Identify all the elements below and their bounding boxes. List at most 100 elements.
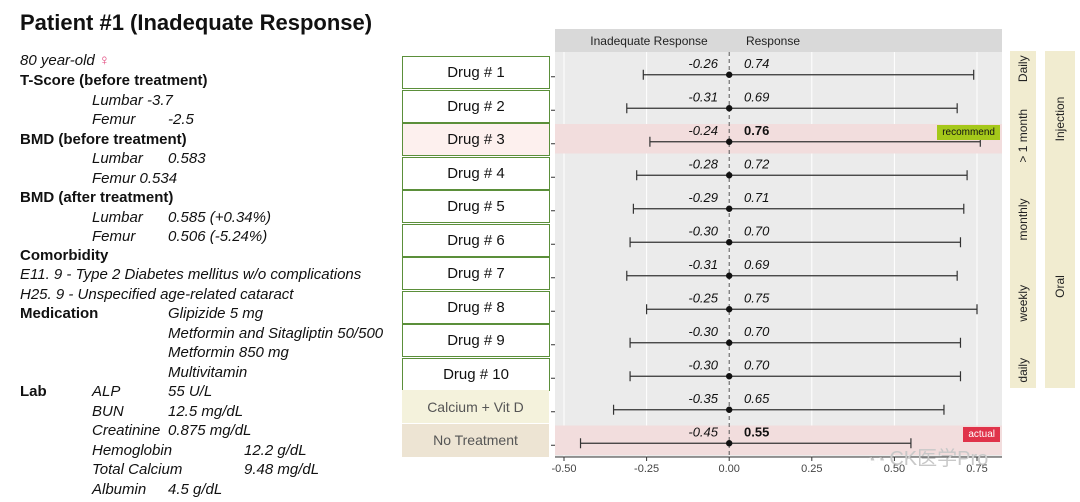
left-value: -0.29 bbox=[688, 190, 718, 205]
point-marker bbox=[726, 339, 733, 346]
drug-row-label: Drug # 6 bbox=[402, 223, 550, 257]
watermark: ◔◔ CK医学Pro bbox=[866, 442, 988, 471]
bmd-before-femur: Femur 0.534 bbox=[92, 170, 178, 187]
medication-item: Metformin and Sitagliptin 50/500 bbox=[168, 325, 384, 342]
point-marker bbox=[726, 373, 733, 380]
point-marker bbox=[726, 172, 733, 179]
frequency-strip-label: Daily bbox=[1016, 55, 1030, 82]
left-value: -0.30 bbox=[688, 324, 718, 339]
x-tick-label: 0.00 bbox=[718, 463, 739, 475]
route-strip bbox=[1045, 51, 1075, 187]
left-value: -0.30 bbox=[688, 223, 718, 238]
right-value: 0.74 bbox=[744, 56, 769, 71]
x-tick-label: 0.25 bbox=[801, 463, 822, 475]
recommend-badge: recommend bbox=[937, 125, 1000, 140]
route-strip bbox=[1045, 185, 1075, 388]
bmd-before-lumbar-value: 0.583 bbox=[168, 150, 206, 167]
right-value: 0.76 bbox=[744, 123, 769, 138]
frequency-strip-label: daily bbox=[1016, 358, 1030, 383]
drug-row-label: No Treatment bbox=[402, 423, 549, 457]
lab-value: 9.48 mg/dL bbox=[244, 461, 320, 478]
point-marker bbox=[726, 205, 733, 212]
left-value: -0.30 bbox=[688, 357, 718, 372]
drug-row-label: Drug # 5 bbox=[402, 190, 550, 223]
frequency-strip bbox=[1010, 352, 1036, 388]
drug-row-label: Drug # 8 bbox=[402, 290, 550, 324]
x-tick-label: -0.50 bbox=[551, 463, 576, 475]
right-value: 0.70 bbox=[744, 223, 770, 238]
comorbidity-item: E11. 9 - Type 2 Diabetes mellitus w/o co… bbox=[20, 266, 362, 283]
drug-row-label: Drug # 2 bbox=[402, 89, 550, 123]
left-value: -0.35 bbox=[688, 391, 718, 406]
plot-panel bbox=[555, 52, 1002, 457]
drug-row-label: Drug # 10 bbox=[402, 357, 550, 391]
right-value: 0.70 bbox=[744, 357, 770, 372]
right-value: 0.72 bbox=[744, 156, 770, 171]
wechat-icon: ◔◔ bbox=[866, 452, 886, 469]
route-strip-label: Injection bbox=[1053, 97, 1067, 142]
lab-value: 12.5 mg/dL bbox=[168, 403, 244, 420]
medication-header: Medication bbox=[20, 305, 99, 322]
lab-label: ALP bbox=[92, 383, 121, 400]
medication-item: Multivitamin bbox=[168, 364, 248, 381]
drug-row-label: Drug # 9 bbox=[402, 324, 550, 357]
age-text: 80 year-old bbox=[20, 52, 95, 69]
left-value: -0.31 bbox=[688, 89, 718, 104]
frequency-strip-label: > 1 month bbox=[1016, 109, 1030, 163]
left-value: -0.26 bbox=[688, 56, 718, 71]
header-left-label: Inadequate Response bbox=[590, 34, 708, 48]
drug-row-label: Drug # 4 bbox=[402, 156, 550, 190]
bmd-after-lumbar-label: Lumbar bbox=[92, 209, 143, 226]
point-marker bbox=[726, 239, 733, 246]
row-highlight bbox=[555, 425, 1002, 455]
lab-label: Hemoglobin bbox=[92, 442, 173, 459]
left-value: -0.45 bbox=[688, 424, 718, 439]
page-title: Patient #1 (Inadequate Response) bbox=[20, 10, 373, 35]
drug-row-label: Drug # 7 bbox=[402, 257, 550, 290]
right-value: 0.71 bbox=[744, 190, 769, 205]
right-value: 0.69 bbox=[744, 257, 769, 272]
right-value: 0.55 bbox=[744, 424, 769, 439]
lab-label: BUN bbox=[92, 403, 124, 420]
tscore-femur-label: Femur bbox=[92, 111, 136, 128]
x-tick-label: 0.50 bbox=[884, 463, 905, 475]
comorbidity-header: Comorbidity bbox=[20, 247, 109, 264]
bmd-after-femur-label: Femur bbox=[92, 228, 136, 245]
left-value: -0.24 bbox=[688, 123, 718, 138]
tscore-lumbar: Lumbar -3.7 bbox=[92, 92, 173, 109]
lab-label: Total Calcium bbox=[92, 461, 183, 478]
point-marker bbox=[726, 306, 733, 313]
tscore-femur-value: -2.5 bbox=[168, 111, 194, 128]
route-strip-label: Oral bbox=[1053, 275, 1067, 298]
bmd-after-header: BMD (after treatment) bbox=[20, 189, 174, 206]
actual-badge: actual bbox=[963, 426, 1000, 442]
x-tick-label: 0.75 bbox=[966, 463, 987, 475]
medication-item: Glipizide 5 mg bbox=[168, 305, 264, 322]
tscore-header: T-Score (before treatment) bbox=[20, 72, 208, 89]
watermark-text: CK医学Pro bbox=[889, 448, 989, 470]
drug-row-label: Drug # 3 bbox=[402, 123, 550, 156]
frequency-strip-label: monthly bbox=[1016, 198, 1030, 240]
plot-header-strip bbox=[555, 29, 1002, 52]
right-value: 0.75 bbox=[744, 290, 770, 305]
point-marker bbox=[726, 440, 733, 447]
right-value: 0.70 bbox=[744, 324, 770, 339]
lab-value: 0.875 mg/dL bbox=[168, 422, 252, 439]
point-marker bbox=[726, 105, 733, 112]
frequency-strip-label: weekly bbox=[1016, 285, 1030, 323]
point-marker bbox=[726, 138, 733, 145]
frequency-strip bbox=[1010, 84, 1036, 187]
drug-row-label: Calcium + Vit D bbox=[402, 390, 549, 423]
header-right-label: Response bbox=[746, 34, 800, 48]
bmd-after-femur-value: 0.506 (-5.24%) bbox=[168, 228, 268, 245]
row-highlight bbox=[555, 124, 1002, 154]
lab-label: Creatinine bbox=[92, 422, 161, 439]
bmd-after-lumbar-value: 0.585 (+0.34%) bbox=[168, 209, 271, 226]
right-value: 0.69 bbox=[744, 89, 769, 104]
bmd-before-header: BMD (before treatment) bbox=[20, 131, 187, 148]
frequency-strip bbox=[1010, 185, 1036, 254]
left-value: -0.28 bbox=[688, 156, 718, 171]
lab-value: 4.5 g/dL bbox=[168, 481, 223, 498]
female-icon: ♀ bbox=[98, 52, 111, 69]
